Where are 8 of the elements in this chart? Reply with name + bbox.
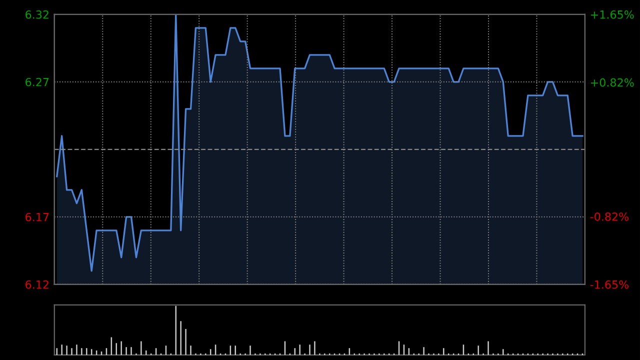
y-tick-label: 6.12 xyxy=(26,280,48,289)
y2-tick-label: -0.82% xyxy=(590,212,629,221)
y-tick-label: 6.32 xyxy=(26,10,48,19)
y2-tick-label: +0.82% xyxy=(591,78,634,87)
y2-tick-label: +1.65% xyxy=(591,10,634,19)
y2-tick-label: -1.65% xyxy=(590,280,629,289)
y-tick-label: 6.17 xyxy=(26,212,49,222)
y-tick-label: 6.27 xyxy=(26,78,49,86)
